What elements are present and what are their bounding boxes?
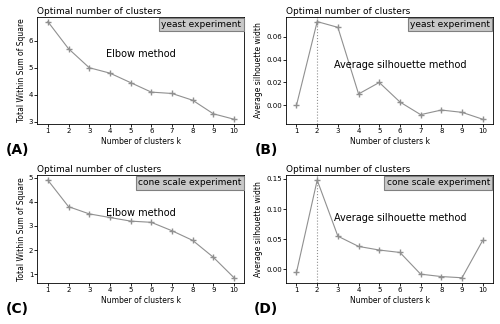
Text: (C): (C) (6, 302, 29, 316)
Text: Average silhouette method: Average silhouette method (334, 213, 466, 223)
X-axis label: Number of clusters k: Number of clusters k (101, 137, 181, 146)
Text: Optimal number of clusters: Optimal number of clusters (38, 7, 162, 16)
Text: Optimal number of clusters: Optimal number of clusters (286, 166, 410, 174)
Text: Optimal number of clusters: Optimal number of clusters (38, 166, 162, 174)
Text: (A): (A) (6, 144, 29, 157)
X-axis label: Number of clusters k: Number of clusters k (350, 137, 430, 146)
Text: cone scale experiment: cone scale experiment (138, 179, 242, 188)
Text: (B): (B) (254, 144, 278, 157)
Y-axis label: Total Within Sum of Square: Total Within Sum of Square (17, 18, 26, 122)
Text: Average silhouette method: Average silhouette method (334, 60, 466, 70)
Text: yeast experiment: yeast experiment (410, 20, 490, 29)
Text: Optimal number of clusters: Optimal number of clusters (286, 7, 410, 16)
Text: (D): (D) (254, 302, 278, 316)
Text: Elbow method: Elbow method (106, 49, 176, 59)
Text: cone scale experiment: cone scale experiment (386, 179, 490, 188)
X-axis label: Number of clusters k: Number of clusters k (101, 295, 181, 305)
Y-axis label: Average silhouette width: Average silhouette width (254, 181, 264, 277)
Y-axis label: Total Within Sum of Square: Total Within Sum of Square (17, 177, 26, 281)
Text: yeast experiment: yeast experiment (162, 20, 242, 29)
Text: Elbow method: Elbow method (106, 208, 176, 218)
Y-axis label: Average silhouette width: Average silhouette width (254, 22, 264, 118)
X-axis label: Number of clusters k: Number of clusters k (350, 295, 430, 305)
